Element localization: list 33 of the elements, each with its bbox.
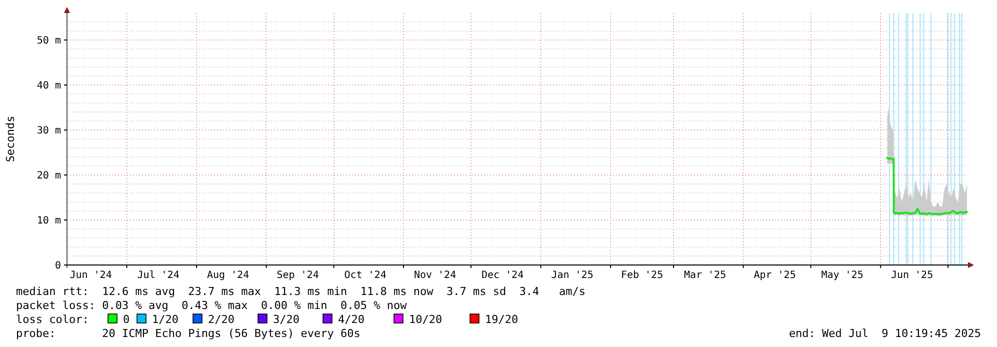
x-tick-label: Sep '24 xyxy=(276,270,319,281)
text: end: Wed Jul 9 10:19:45 2025 xyxy=(788,327,981,340)
x-tick-label: Mar '25 xyxy=(684,270,726,281)
y-tick-label: 50 m xyxy=(36,36,61,46)
y-tick-label: 10 m xyxy=(36,216,61,226)
text: median rtt: 12.6 ms avg 23.7 ms max 11.3 ms min 11.8 ms now 3.7 ms sd 3.4 am/s xyxy=(16,285,586,298)
x-tick-label: Jun '24 xyxy=(70,270,112,281)
text: 10/20 xyxy=(409,313,442,326)
x-tick-label: May '25 xyxy=(821,270,864,281)
text: 1/20 xyxy=(152,313,178,326)
text: 2/20 xyxy=(208,313,234,326)
y-tick-label: 0 xyxy=(54,260,61,272)
text: 4/20 xyxy=(338,313,364,326)
x-tick-label: Feb '25 xyxy=(620,270,664,281)
y-axis-title: Seconds xyxy=(4,116,17,162)
line-series xyxy=(886,156,968,216)
y-tick-label: 40 m xyxy=(36,80,61,92)
x-tick-label: Jun '25 xyxy=(890,270,934,281)
text: 19/20 xyxy=(485,313,518,326)
x-tick-label: Nov '24 xyxy=(414,270,456,281)
y-tick-label: 20 m xyxy=(36,170,61,182)
text: loss color: xyxy=(16,313,89,326)
text: 0 xyxy=(123,313,130,326)
y-tick-label: 30 m xyxy=(36,126,61,136)
text: packet loss: 0.03 % avg 0.43 % max 0.00 % min 0.05 % now xyxy=(16,299,408,312)
text: 3/20 xyxy=(273,313,300,326)
x-tick-label: Aug '24 xyxy=(206,270,250,281)
x-tick-label: Jan '25 xyxy=(551,270,594,281)
x-tick-label: Apr '25 xyxy=(754,270,796,281)
x-tick-label: Oct '24 xyxy=(344,270,386,281)
text: probe: 20 ICMP Echo Pings (56 Bytes) every 60s xyxy=(16,327,360,340)
x-tick-label: Jul '24 xyxy=(137,270,180,281)
x-tick-label: Dec '24 xyxy=(481,270,524,281)
